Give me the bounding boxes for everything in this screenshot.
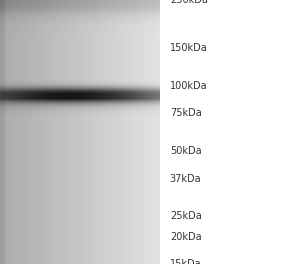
Text: 75kDa: 75kDa bbox=[170, 108, 201, 118]
Text: 50kDa: 50kDa bbox=[170, 146, 201, 156]
Text: 20kDa: 20kDa bbox=[170, 232, 201, 242]
Text: 100kDa: 100kDa bbox=[170, 81, 207, 91]
Text: 15kDa: 15kDa bbox=[170, 259, 201, 264]
Text: 37kDa: 37kDa bbox=[170, 174, 201, 184]
Text: 25kDa: 25kDa bbox=[170, 211, 201, 221]
Text: 150kDa: 150kDa bbox=[170, 43, 207, 53]
Text: 250kDa: 250kDa bbox=[170, 0, 208, 5]
